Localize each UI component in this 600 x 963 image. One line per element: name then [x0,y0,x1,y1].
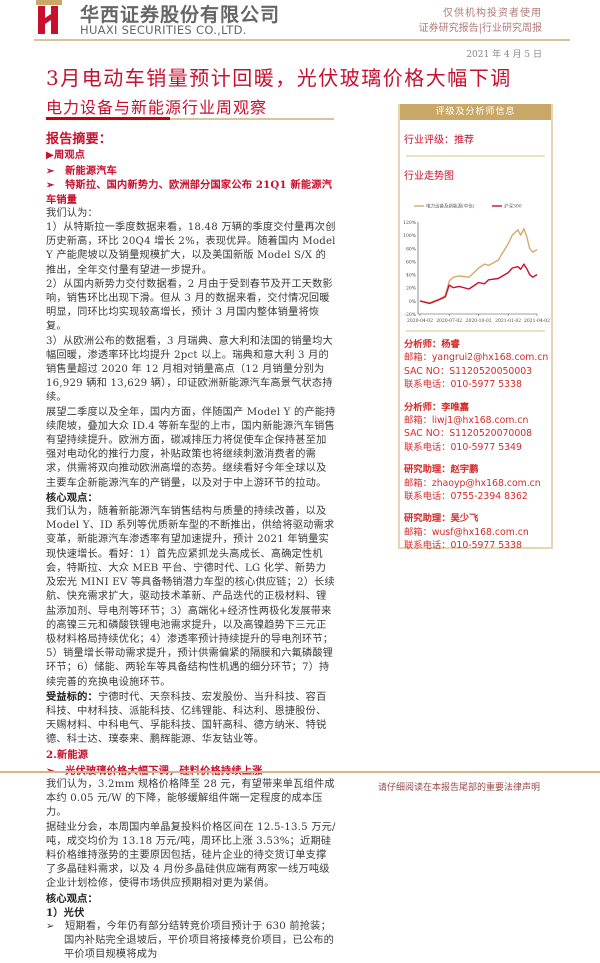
y-tick-label: 40% [406,273,417,279]
paragraph: 3）从欧洲公布的数据看，3 月瑞典、意大利和法国的销量均大幅回暖，渗透率环比均提… [46,335,333,404]
y-tick-label: 60% [406,259,417,265]
paragraph: 据硅业分会，本周国内单晶复投料价格区间在 12.5-13.5 万元/吨，成交均价… [46,821,336,890]
analyst-sac: SAC NO：S1120520050003 [404,365,533,377]
y-tick-label: 0% [409,299,417,305]
core-view-heading: 核心观点： [46,892,98,905]
x-tick-label: 2020-10-02 [466,318,492,324]
paragraph: 我们认为： [46,207,98,219]
analyst-card: 分析师：杨睿邮箱：yangrui2@hx168.com.cn SAC NO：S11… [400,338,551,392]
analyst-card: 研究助理：吴少飞 邮箱：wusf@hx168.com.cn 联系电话：010-597… [400,512,551,552]
paragraph: 我们认为，3.2mm 规格价格降至 28 元，有望带来单瓦组件成本约 0.05 … [46,778,335,819]
beneficiaries: 受益标的：宁德时代、天奈科技、宏发股份、当升科技、容百科技、中材科技、派能科技、… [46,690,336,748]
paragraph: 2）从国内新势力交付数据看，2 月由于受到春节及开工天数影响，销售环比出现下滑。… [46,278,333,333]
legend-label: 沪深300 [504,203,522,210]
y-tick-label: -20% [404,312,416,318]
company-name-cn: 华西证券股份有限公司 [80,4,281,26]
paragraph: ➢ 短期看，今年仍有部分结转竞价项目预计于 630 前抢装；国内补贴完全退坡后，… [46,920,335,961]
analyst-card: 分析师：李唯嘉邮箱：liwj1@hx168.com.cn SAC NO：S1120… [400,401,551,455]
beneficiaries-label: 受益标的： [46,690,98,703]
weekly-view-heading: ▶周观点 [46,149,86,161]
paragraph: 我们认为，随着新能源汽车销售结构与质量的持续改善，以及 Model Y、ID 系… [46,506,335,688]
huaxi-logo-icon [36,0,62,34]
analyst-name: 分析师：李唯嘉 [404,401,470,413]
report-title: 3月电动车销量预计回暖，光伏玻璃价格大幅下调 [46,66,512,90]
header-divider [34,39,570,41]
analyst-name: 研究助理：吴少飞 [404,513,479,525]
summary-heading: 报告摘要： [46,132,113,147]
trend-chart-title: 行业走势图 [404,171,454,182]
panel-header: 评级及分析师信息 [400,104,551,120]
y-tick-label: 20% [406,286,417,292]
x-tick-label: 2020-04-02 [407,318,433,324]
analyst-name: 研究助理：赵宇鹏 [404,464,479,476]
legend-label: 电力设备及新能源(中信) [426,203,475,210]
y-tick-label: 120% [403,220,417,226]
paragraph: 1）从特斯拉一季度数据来看，18.48 万辆的季度交付量再次创历史新高，环比 2… [46,222,336,276]
report-date: 2021 年 4 月 5 日 [466,50,542,60]
nev-heading: ➢ 新能源汽车 [46,165,118,178]
hs300-line [419,263,538,305]
analyst-phone: 联系电话：010-5977 5349 [404,441,522,453]
analyst-phone: 联系电话：0755-2394 8362 [404,491,528,503]
subtitle-divider [46,118,334,120]
analyst-card: 研究助理：赵宇鹏 邮箱：zhaoyp@hx168.com.cn 联系电话：0755-… [400,463,551,503]
footer-divider [0,771,600,773]
analyst-phone: 联系电话：010-5977 5338 [404,540,522,552]
y-tick-label: 80% [406,246,417,252]
divider [406,330,545,332]
industry-rating: 行业评级：推荐 [404,135,474,146]
analyst-list: 分析师：杨睿 邮箱：yangrui2@hx168.com.cn SAC NO：S11… [400,338,551,553]
report-type: 证券研究报告|行业研究周报 [418,23,542,34]
x-tick-label: 2021-01-02 [495,318,521,324]
divider [406,155,545,157]
analyst-email[interactable]: 邮箱：wusf@hx168.com.cn [404,526,529,538]
sector-index-line [419,227,538,304]
subtitle-accent [46,117,170,120]
analyst-phone: 联系电话：010-5977 5338 [404,379,522,391]
core-view-heading: 核心观点： [46,491,98,504]
rating-analyst-panel: 评级及分析师信息 行业评级：推荐 行业走势图 120% 100% 80% 60% 40%… [398,104,553,551]
industry-trend-chart: 120%100%80%60%40%20%0%-20%2020-04-02 2020… [403,203,550,325]
audience-note: 仅供机构投资者使用 [443,8,542,19]
beneficiaries-list: 宁德时代、天奈科技、宏发股份、当升科技、容百科技、中材科技、派能科技、亿纬锂能、… [46,691,327,746]
report-summary: 报告摘要： ▶周观点 ➢ 新能源汽车 ➢ 特斯拉、国内新势力、欧洲部分国家公布 … [46,131,336,963]
analyst-name: 分析师：杨睿 [404,339,460,350]
pv-section-heading: 2.新能源 [46,748,89,761]
x-tick-label: 2020-07-02 [436,318,462,324]
legal-notice: 请仔细阅读在本报告尾部的重要法律声明 [377,783,540,793]
report-subtitle: 电力设备与新能源行业周观察 [46,98,268,117]
company-name-en: HUAXI SECURITIES CO.,LTD. [80,23,247,37]
analyst-email[interactable]: 邮箱：zhaoyp@hx168.com.cn [404,477,541,489]
pv-subheading: ➢ 光伏玻璃价格大幅下调，硅料价格持续上涨 [46,764,336,778]
y-tick-label: 100% [403,233,417,239]
paragraph: 展望二季度以及全年，国内方面，伴随国产 Model Y 的产能持续爬坡，叠加大众… [46,406,336,489]
analyst-email[interactable]: 邮箱：yangrui2@hx168.com.cn [404,352,549,364]
analyst-email[interactable]: 邮箱：liwj1@hx168.com.cn [404,415,529,427]
analyst-sac: SAC NO：S1120520070008 [404,428,533,440]
pv-heading: 1）光伏 [46,906,85,919]
x-tick-label: 2021-04-02 [524,318,550,324]
nev-subheading: ➢ 特斯拉、国内新势力、欧洲部分国家公布 21Q1 新能源汽车销量 [46,179,333,206]
